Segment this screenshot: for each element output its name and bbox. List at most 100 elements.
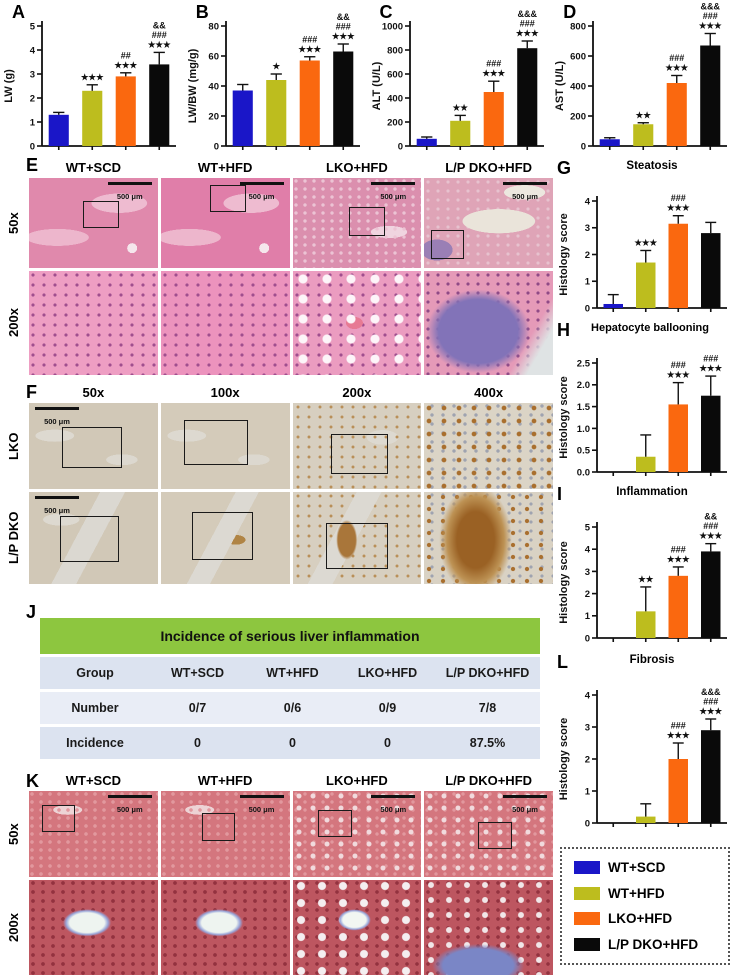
panel-l-letter: L [557,652,568,672]
svg-text:LW (g): LW (g) [3,69,15,103]
panel-f-row-label-lp-dko: L/P DKO [5,511,21,565]
scale-bar-line [35,407,79,410]
legend-item-wt-scd: WT+SCD [574,860,716,875]
panel-d-bar-chart: 0 200 400 600 800 AST (U/L) ★★ ★★★ ### ★★★ ### &&& [551,0,735,158]
legend-item-lp-dko-hfd: L/P DKO+HFD [574,937,716,952]
inset-box [209,185,246,213]
histology-image-k-200x-lko-hfd [292,880,422,975]
panel-e: E WT+SCD WT+HFD LKO+HFD L/P DKO+HFD 50x … [0,155,555,382]
svg-text:3: 3 [585,223,590,234]
svg-text:2: 2 [585,250,590,261]
table-cell: LKO+HFD [340,657,435,689]
inset-box [59,515,120,562]
scale-bar-label: 500 μm [380,192,407,201]
inset-box [349,206,386,236]
table-cell: 0/7 [150,692,245,724]
panel-l: L Fibrosis 0 1 2 3 4 Histology score ★★★ ### ★★★… [555,652,735,835]
inset-box [83,201,120,229]
svg-text:5: 5 [30,21,36,32]
svg-text:3: 3 [585,722,590,733]
table-cell: L/P DKO+HFD [435,657,540,689]
svg-text:★★★: ★★★ [699,363,723,373]
svg-text:###: ### [703,697,718,707]
svg-text:###: ### [703,354,718,364]
histology-image-k-200x-lp-dko-hfd [424,880,553,975]
histology-image-k-50x-lko-hfd: 500 μm [292,791,422,877]
histology-image-e-50x-lp-dko-hfd: 500 μm [424,178,553,268]
scale-bar: 500 μm [371,182,416,204]
svg-text:4: 4 [585,196,591,207]
table-cell: 0/9 [340,692,435,724]
scale-bar-line [239,182,284,185]
panel-a-bar-chart: 0 1 2 3 4 5 LW (g) ★★★ ★★★ ## ★★★ ### && [0,0,184,158]
svg-text:###: ### [669,53,684,63]
panel-h-letter: H [557,320,570,340]
inset-box [318,809,352,838]
svg-text:4: 4 [30,45,36,56]
inset-box [183,420,249,465]
scale-bar-label: 500 μm [248,192,275,201]
panel-k: K WT+SCD WT+HFD LKO+HFD L/P DKO+HFD 50x … [0,771,555,978]
scale-bar-label: 500 μm [512,805,538,814]
table-cell: Number [40,692,150,724]
svg-text:200: 200 [387,117,403,128]
svg-text:###: ### [519,19,534,29]
panel-e-col-title-lp-dko-hfd: L/P DKO+HFD [445,160,533,175]
svg-text:0: 0 [585,818,590,829]
inset-box [325,523,388,570]
panel-g-letter: G [557,158,572,178]
ihc-image-f-lko-400x [424,403,553,489]
panel-c-bar-chart: 0 200 400 600 800 1000 ALT (U/L) ★★ ★★★ ### ★★★ ###… [368,0,552,158]
svg-text:###: ### [335,22,350,32]
histology-image-k-50x-lp-dko-hfd: 500 μm [424,791,553,877]
scale-bar-line [107,182,152,185]
inset-box [430,230,465,259]
svg-text:2.0: 2.0 [577,380,590,391]
svg-text:&&&: &&& [517,9,537,19]
scale-bar: 500 μm [35,407,79,429]
svg-text:1: 1 [585,786,591,797]
histology-image-k-50x-wt-scd: 500 μm [29,791,158,877]
panel-g: G Steatosis 0 1 2 3 4 Histology score ★★★ ★★★ ##… [555,158,735,320]
svg-text:0: 0 [585,633,590,644]
panel-e-letter: E [26,155,39,175]
svg-text:2: 2 [30,93,35,104]
panel-h: H Hepatocyte ballooning 0.0 0.5 1.0 1.5 2.0 2… [555,320,735,484]
svg-text:LW/BW (mg/g): LW/BW (mg/g) [187,48,199,123]
panel-e-col-title-wt-scd: WT+SCD [65,160,121,175]
svg-text:★★: ★★ [452,102,469,112]
table-cell: 0 [150,727,245,759]
legend-label: L/P DKO+HFD [608,936,699,952]
panel-j-letter: J [26,602,37,622]
scale-bar: 500 μm [35,496,79,518]
panel-g-title: Steatosis [626,160,678,172]
svg-text:0.0: 0.0 [577,467,590,478]
svg-text:1.5: 1.5 [577,402,591,413]
svg-text:★★★: ★★★ [81,72,105,82]
panel-d-letter: D [563,2,577,22]
svg-text:★★★: ★★★ [699,706,723,716]
legend-swatch-orange [574,912,600,926]
panel-i-bar-chart: 0 1 2 3 4 5 Histology score ★★ ★★★ ### ★★★ ### && [555,501,735,650]
svg-text:0: 0 [397,141,402,152]
svg-text:★★★: ★★★ [148,39,172,49]
ihc-image-f-lp-dko-400x [424,492,553,584]
svg-text:###: ### [671,721,686,731]
panel-a-letter: A [12,2,25,22]
panel-f-col-title-200x: 200x [342,385,372,400]
svg-text:1000: 1000 [381,21,402,32]
legend-swatch-blue [574,861,600,874]
table-cell: Group [40,657,150,689]
ihc-image-f-lko-100x [160,403,290,489]
svg-text:###: ### [671,544,686,554]
scale-bar-line [371,795,416,798]
table-cell: 0 [245,727,340,759]
histology-image-k-50x-wt-hfd: 500 μm [160,791,290,877]
panel-i-letter: I [557,484,563,504]
table-cell: 87.5% [435,727,540,759]
legend-item-wt-hfd: WT+HFD [574,886,716,901]
svg-text:5: 5 [585,522,591,533]
svg-text:##: ## [121,50,131,60]
scale-bar: 500 μm [107,795,152,817]
scale-bar-label: 500 μm [116,192,143,201]
